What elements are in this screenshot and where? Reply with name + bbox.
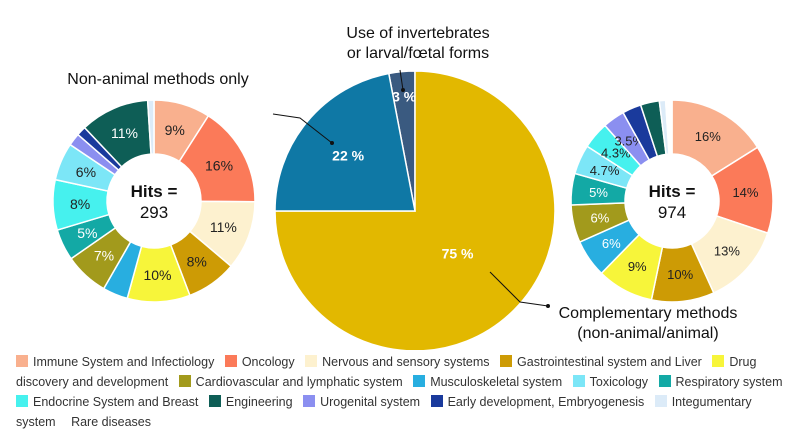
legend-swatch bbox=[654, 395, 667, 407]
legend-label: Toxicology bbox=[589, 375, 649, 389]
legend-label: Urogenital system bbox=[320, 395, 421, 409]
donut-chart-complementary: 16%14%13%10%9%6%6%5%4.7%4.3%3.5%Hits =97… bbox=[559, 99, 774, 342]
legend-label: Gastrointestinal system and Liver bbox=[517, 355, 702, 369]
pie-annotation: or larval/fœtal forms bbox=[347, 45, 489, 62]
leader-line bbox=[489, 271, 549, 307]
legend-item-immune-system-and-infectiology: Immune System and Infectiology bbox=[16, 355, 214, 369]
legend-item-respiratory-system: Respiratory system bbox=[658, 375, 783, 389]
slice-label: 11% bbox=[210, 219, 237, 235]
slice-label: 11% bbox=[111, 125, 138, 141]
legend-label: Oncology bbox=[241, 355, 295, 369]
slice-label: 7% bbox=[94, 248, 114, 264]
chart-title-complementary: (non-animal/animal) bbox=[577, 325, 718, 342]
legend-swatch bbox=[430, 395, 443, 407]
leader-dot bbox=[546, 304, 550, 308]
legend-item-early-development-embryogenesis: Early development, Embryogenesis bbox=[430, 395, 645, 409]
legend-label: Endocrine System and Breast bbox=[33, 395, 199, 409]
slice-label: 10% bbox=[143, 267, 171, 283]
pie-slice-label: 3 % bbox=[392, 89, 417, 105]
slice-label: 5% bbox=[77, 225, 97, 241]
slice-label: 14% bbox=[732, 185, 758, 200]
donut-slice-rare-diseases bbox=[664, 99, 673, 155]
legend-label: Nervous and sensory systems bbox=[322, 355, 490, 369]
pie-slice-label: 22 % bbox=[332, 148, 364, 164]
legend-label: Early development, Embryogenesis bbox=[447, 395, 645, 409]
chart-title-non-animal: Non-animal methods only bbox=[67, 71, 248, 88]
legend-swatch bbox=[413, 375, 426, 387]
leader-dot bbox=[330, 141, 334, 145]
legend-item-nervous-and-sensory-systems: Nervous and sensory systems bbox=[305, 355, 490, 369]
legend-label: Integumentary system bbox=[16, 395, 752, 429]
legend-swatch bbox=[16, 355, 28, 367]
legend-swatch bbox=[178, 375, 191, 387]
pie-slice-non-animal-methods-only bbox=[274, 70, 556, 350]
center-label: Hits = bbox=[131, 182, 178, 201]
slice-label: 4.3% bbox=[601, 146, 631, 161]
legend-item-endocrine-system-and-breast: Endocrine System and Breast bbox=[16, 395, 198, 409]
legend-swatch bbox=[305, 355, 318, 367]
center-label: Hits = bbox=[649, 182, 696, 201]
center-value: 974 bbox=[658, 203, 686, 222]
leader-dot bbox=[401, 88, 405, 92]
slice-label: 8% bbox=[187, 253, 207, 269]
legend-swatch bbox=[224, 355, 237, 367]
legend-label: Immune System and Infectiology bbox=[33, 355, 215, 369]
slice-label: 6% bbox=[602, 236, 621, 251]
legend-label: Rare diseases bbox=[71, 415, 151, 429]
legend-swatch bbox=[208, 395, 221, 407]
donut-slice-integumentary-system bbox=[146, 99, 155, 155]
leader-line bbox=[399, 69, 404, 91]
legend-item-engineering: Engineering bbox=[208, 395, 293, 409]
legend: Immune System and Infectiology Oncology … bbox=[16, 352, 796, 432]
slice-label: 6% bbox=[591, 210, 610, 225]
slice-label: 5% bbox=[589, 185, 608, 200]
slice-label: 8% bbox=[70, 196, 90, 212]
pie-annotation: Use of invertebrates bbox=[346, 25, 489, 42]
legend-item-drug-discovery-and-development: Drug discovery and development bbox=[16, 355, 756, 389]
legend-item-integumentary-system: Integumentary system bbox=[16, 395, 752, 429]
legend-swatch bbox=[303, 395, 316, 407]
legend-swatch bbox=[658, 375, 671, 387]
center-value: 293 bbox=[140, 203, 168, 222]
slice-label: 13% bbox=[714, 243, 740, 258]
donut-chart-non-animal: 9% 16% 11% 8% 10% 7% 5% 8% 6% 11% Hits = 293 Non-ani… bbox=[52, 71, 256, 303]
legend-item-toxicology: Toxicology bbox=[572, 375, 649, 389]
legend-label: Cardiovascular and lymphatic system bbox=[195, 375, 403, 389]
legend-item-oncology: Oncology bbox=[224, 355, 295, 369]
leader-line bbox=[272, 113, 333, 144]
slice-label: 9% bbox=[165, 122, 185, 138]
legend-label: Drug discovery and development bbox=[16, 355, 757, 389]
legend-swatch bbox=[500, 355, 513, 367]
legend-label: Respiratory system bbox=[675, 375, 783, 389]
legend-item-musculoskeletal-system: Musculoskeletal system bbox=[413, 375, 562, 389]
pie-chart-method-split: 3 % 75 % 22 % Use of invertebrates or larval… bbox=[272, 25, 556, 350]
pie-slice-complementary-methods-non-animal-animal bbox=[274, 72, 416, 212]
slice-label: 10% bbox=[667, 267, 693, 282]
chart-title-complementary: Complementary methods bbox=[559, 305, 738, 322]
slice-label: 9% bbox=[628, 259, 647, 274]
slice-label: 6% bbox=[76, 164, 96, 180]
chart-canvas: 9% 16% 11% 8% 10% 7% 5% 8% 6% 11% Hits = 293 Non-ani… bbox=[52, 25, 774, 350]
legend-swatch bbox=[572, 375, 585, 387]
legend-item-urogenital-system: Urogenital system bbox=[303, 395, 420, 409]
slice-label: 4.7% bbox=[590, 163, 620, 178]
legend-item-rare-diseases: Rare diseases bbox=[66, 415, 151, 429]
legend-item-cardiovascular-and-lymphatic-system: Cardiovascular and lymphatic system bbox=[178, 375, 403, 389]
legend-item-gastrointestinal-system-and-liver: Gastrointestinal system and Liver bbox=[500, 355, 702, 369]
pie-slice-label: 75 % bbox=[442, 246, 474, 262]
legend-label: Musculoskeletal system bbox=[430, 375, 563, 389]
legend-swatch bbox=[712, 355, 725, 367]
legend-swatch bbox=[16, 395, 28, 407]
slice-label: 16% bbox=[695, 129, 721, 144]
slice-label: 16% bbox=[205, 158, 233, 174]
legend-label: Engineering bbox=[225, 395, 293, 409]
